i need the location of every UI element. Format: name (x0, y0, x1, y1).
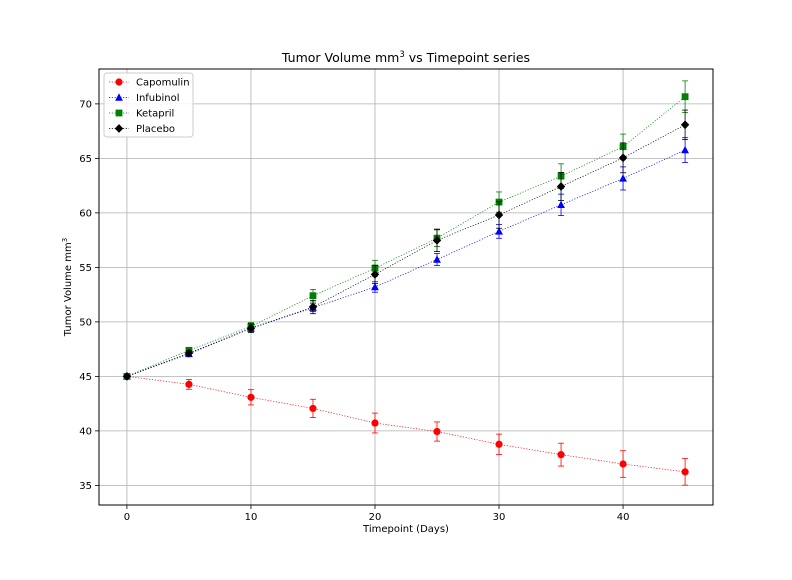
legend-label-placebo: Placebo (136, 124, 175, 135)
y-tick-label: 70 (79, 99, 92, 110)
series-line-ketapril (126, 96, 686, 377)
y-tick-label: 35 (79, 481, 92, 492)
data-point-placebo (618, 153, 628, 163)
data-point-capomulin (185, 380, 193, 388)
legend-marker-ketapril (115, 109, 123, 117)
data-point-infubinol (371, 282, 379, 291)
legend-frame (103, 72, 194, 138)
chart-title: Tumor Volume mm3 vs Timepoint series (281, 50, 530, 65)
plot-area-frame (98, 68, 714, 506)
data-point-placebo (556, 182, 566, 191)
legend: Capomulin Infubinol Ketapril Placebo (103, 72, 194, 138)
data-point-infubinol (619, 174, 627, 182)
data-point-capomulin (495, 440, 503, 448)
series-layer (122, 80, 690, 486)
legend-marker-infubinol (115, 93, 123, 101)
legend-marker-capomulin (115, 78, 123, 86)
x-tick-label: 20 (369, 512, 382, 523)
x-axis-label: Timepoint (Days) (362, 524, 449, 535)
y-tick-label: 65 (79, 154, 92, 165)
x-tick-label: 40 (617, 512, 630, 523)
y-tick-label: 55 (79, 263, 92, 274)
data-point-infubinol (557, 200, 565, 209)
data-point-placebo (432, 235, 442, 245)
x-tick-label: 0 (124, 512, 130, 523)
data-point-placebo (122, 371, 132, 381)
data-point-placebo (494, 210, 504, 220)
data-point-ketapril (309, 292, 317, 300)
y-axis-label: Tumor Volume mm3 (61, 238, 74, 337)
series-placebo (122, 109, 690, 381)
data-point-infubinol (495, 227, 503, 235)
data-point-capomulin (557, 451, 565, 459)
data-point-infubinol (681, 145, 689, 154)
data-point-capomulin (247, 393, 255, 401)
y-tick-label: 60 (79, 208, 92, 219)
x-tick-label: 10 (245, 512, 258, 523)
data-point-infubinol (433, 255, 441, 263)
data-point-placebo (184, 348, 194, 358)
y-tick-label: 50 (79, 317, 92, 328)
legend-label-capomulin: Capomulin (136, 78, 190, 89)
y-tick-label: 45 (79, 372, 92, 383)
data-point-ketapril (681, 93, 689, 101)
data-point-placebo (246, 323, 256, 333)
data-point-capomulin (433, 427, 441, 436)
series-line-capomulin (126, 376, 686, 473)
data-point-capomulin (681, 468, 689, 476)
tick-layer: 0 10 20 30 40 35 40 45 50 55 60 65 70 (79, 99, 629, 523)
data-point-capomulin (371, 419, 379, 427)
data-point-capomulin (309, 404, 317, 413)
y-tick-label: 40 (79, 426, 92, 437)
legend-label-infubinol: Infubinol (136, 93, 180, 104)
legend-label-ketapril: Ketapril (136, 109, 174, 120)
x-tick-label: 30 (493, 512, 506, 523)
data-point-placebo (680, 120, 690, 130)
series-line-infubinol (126, 149, 686, 377)
data-point-capomulin (619, 460, 627, 468)
data-point-placebo (308, 302, 318, 312)
data-point-placebo (370, 269, 380, 279)
legend-marker-placebo (114, 124, 124, 133)
